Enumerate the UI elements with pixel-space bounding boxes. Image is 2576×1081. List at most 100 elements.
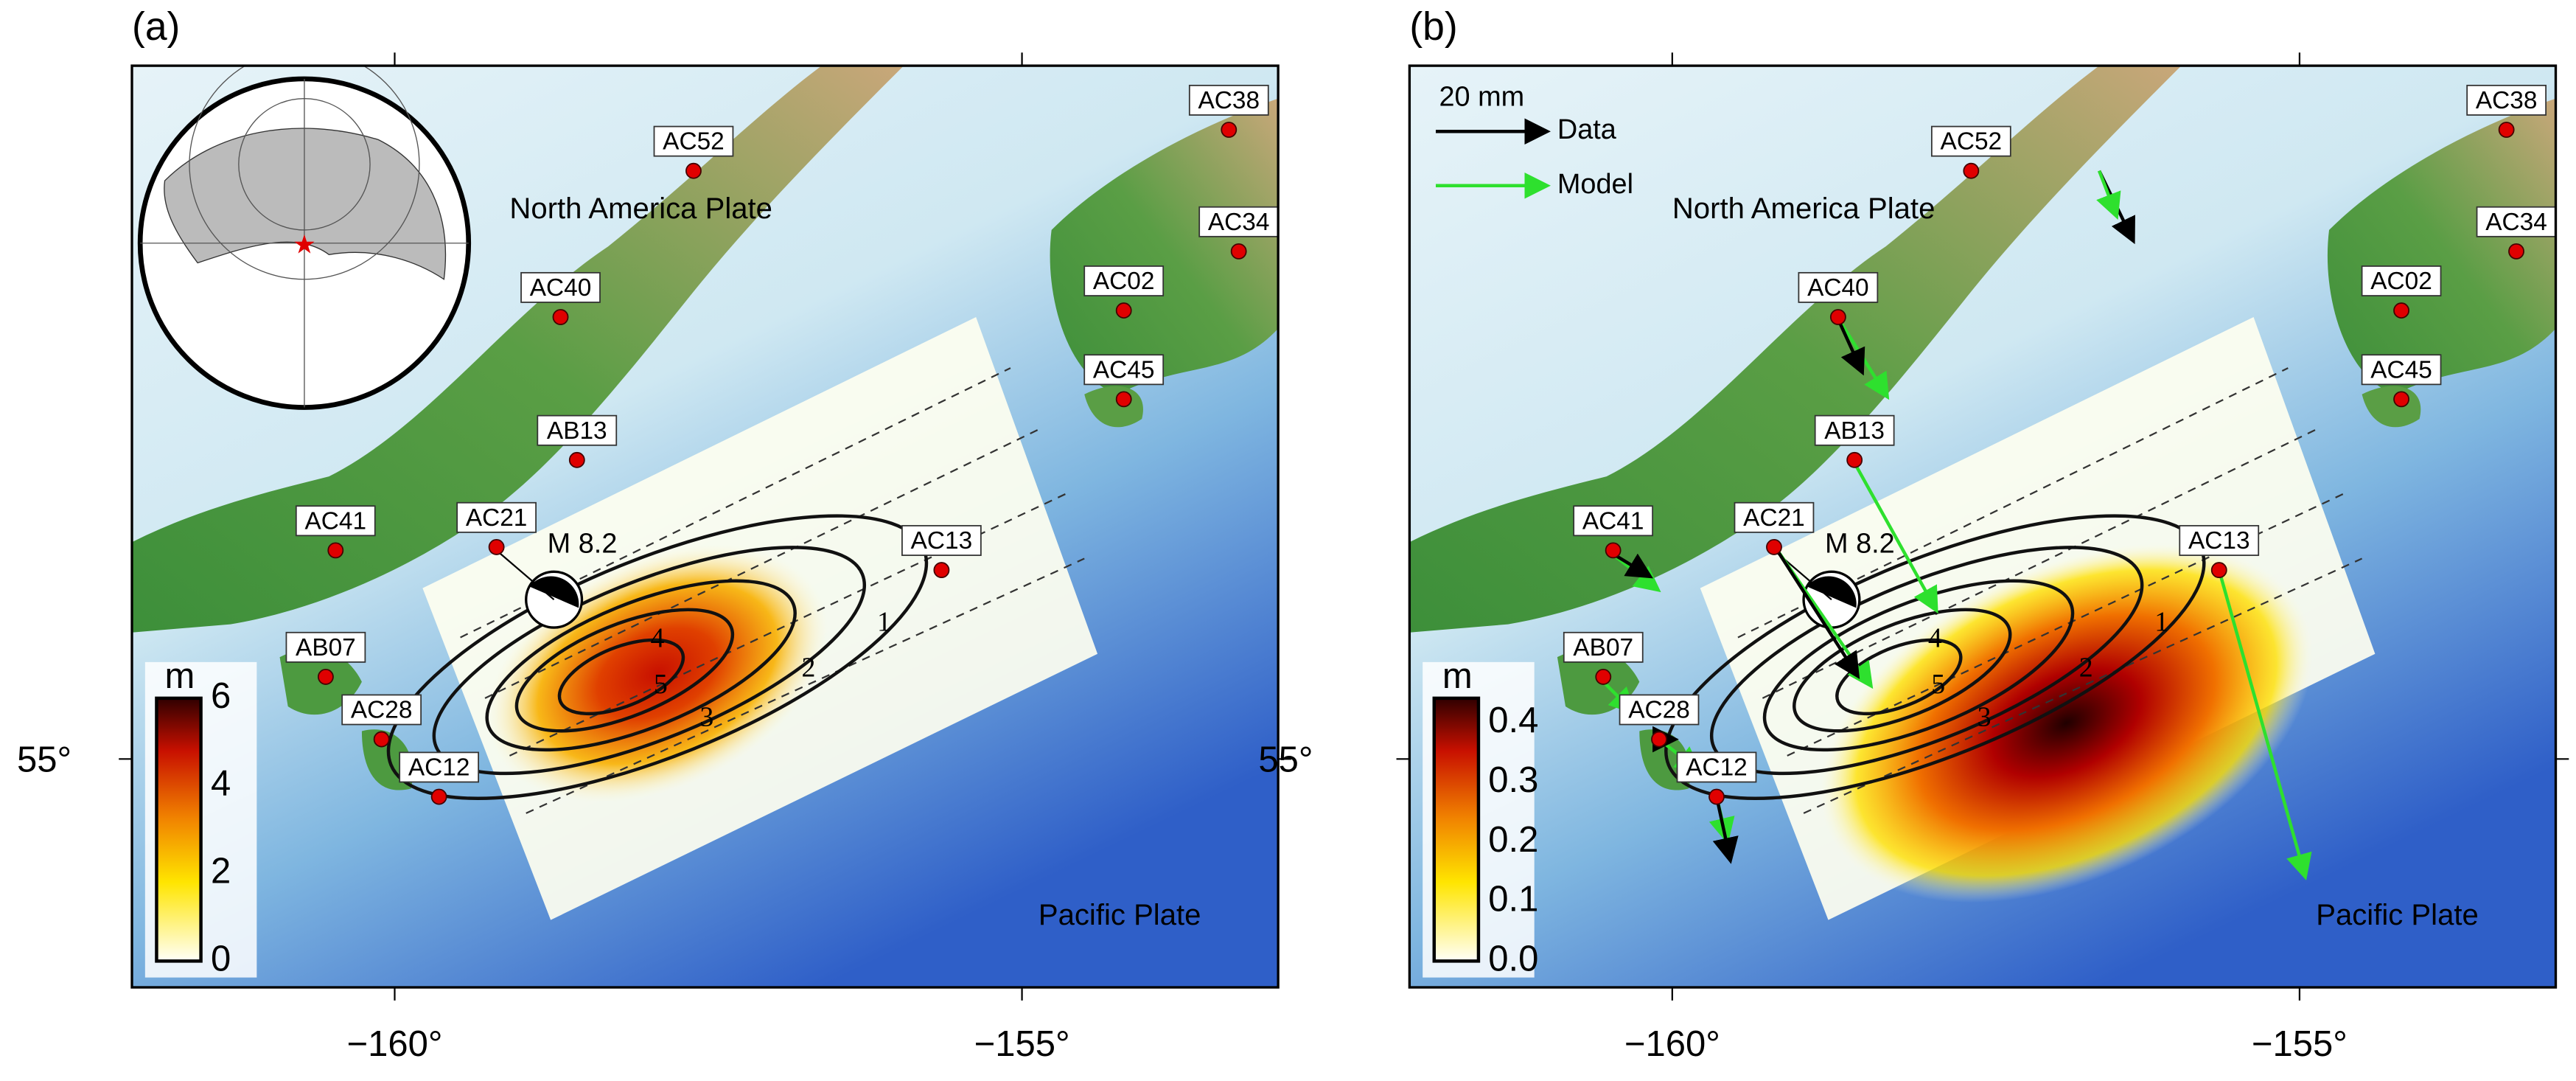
station: [1115, 391, 1132, 408]
station-label: AC21: [1743, 504, 1805, 532]
land: [1409, 66, 2182, 633]
map-panel: 1 2 3 4 5 M 8.2 North America Plate Pacific Pla…: [17, 5, 1291, 1064]
station: [1651, 731, 1667, 748]
contour-label: 5: [1931, 669, 1945, 700]
legend-data: Data: [1557, 114, 1617, 145]
station-label-box: [2179, 525, 2260, 556]
panel-label: (a): [132, 5, 180, 49]
station-label: AC40: [530, 274, 592, 302]
station-label-box: [1188, 84, 1269, 116]
colorbar: [155, 696, 203, 963]
station: [1766, 538, 1782, 555]
station: [1829, 309, 1846, 325]
contour-label: 3: [699, 702, 713, 733]
colorbar-tick-label: 0.4: [1488, 701, 1538, 740]
colorbar-tick-label: 2: [211, 851, 231, 891]
station: [568, 451, 585, 468]
station-label-box: [2476, 206, 2556, 237]
station: [1846, 451, 1863, 468]
station-label: AC38: [2476, 87, 2538, 114]
contour-label: 1: [2154, 606, 2168, 637]
station-label: AC52: [663, 128, 725, 156]
station-label-box: [341, 694, 422, 726]
displacement-arrow: [2096, 170, 2121, 220]
contour-label: 2: [2079, 653, 2093, 684]
island: [2327, 98, 2556, 394]
map-area: 1 2 3 4 5 M 8.2 North America Plate Pacific Pla…: [130, 64, 1280, 989]
x-tick-label: −155°: [974, 1024, 1070, 1064]
station-label: AC41: [304, 507, 366, 535]
fault-patch-line: [1737, 367, 2289, 639]
station-label-box: [1814, 414, 1895, 446]
station: [1230, 243, 1247, 260]
station-label: AC12: [1686, 754, 1748, 782]
station-label: AB07: [296, 634, 356, 661]
focal-mechanism-fill: [1807, 576, 1857, 608]
station: [2393, 302, 2409, 319]
station-label-box: [2466, 84, 2547, 116]
station-label: AC02: [1093, 268, 1155, 295]
station-label: AC02: [2370, 268, 2432, 295]
y-tick-label: 55°: [1258, 740, 1313, 780]
station: [2393, 391, 2409, 408]
slip-contour: [485, 579, 797, 752]
colorbar-tick-label: 0.3: [1488, 760, 1538, 800]
x-tick-label: −160°: [1624, 1024, 1720, 1064]
station: [1963, 162, 1980, 179]
y-tick-label: 55°: [17, 740, 71, 780]
colorbar-tick-label: 0.2: [1488, 820, 1538, 860]
station-label-box: [520, 271, 601, 303]
station: [2508, 243, 2524, 260]
station: [1595, 669, 1612, 685]
station-label-box: [399, 751, 480, 783]
station-label-box: [1573, 505, 1653, 537]
station-label-box: [1798, 271, 1879, 303]
map-content: 1 2 3 4 5 M 8.2 North America Plate Pacific Pla…: [1409, 66, 2556, 988]
map-content: 1 2 3 4 5 M 8.2 North America Plate Pacific Pla…: [132, 66, 1279, 988]
map-frame: [1408, 64, 2558, 989]
station: [1605, 542, 1622, 559]
slip-contour: [1762, 579, 2075, 752]
station-label: AC40: [1807, 274, 1869, 302]
station-label: AC21: [466, 504, 528, 532]
displacement-arrow: [1851, 459, 1938, 614]
map-frame: [130, 64, 1280, 989]
x-tick-label: −155°: [2252, 1024, 2348, 1064]
station-label-box: [295, 505, 376, 537]
station: [933, 562, 950, 579]
fault-patch-line: [460, 367, 1011, 639]
x-tick-label: −160°: [347, 1024, 443, 1064]
station-label: AC13: [911, 527, 973, 555]
colorbar-tick-label: 4: [211, 764, 231, 804]
plate-label: Pacific Plate: [1039, 899, 1201, 931]
station-label-box: [285, 631, 366, 663]
station-label-box: [2361, 354, 2442, 386]
station-label-box: [1930, 125, 2011, 157]
colorbar-tick-label: 0.1: [1488, 880, 1538, 920]
station-label: AB07: [1573, 634, 1633, 661]
focal-mechanism-fill: [529, 576, 579, 608]
colorbar-tick-label: 0.0: [1488, 939, 1538, 979]
station-label-box: [1083, 354, 1165, 386]
station-label: AC38: [1198, 87, 1260, 114]
station-label-box: [456, 501, 537, 533]
map-panel: 1 2 3 4 5 M 8.2 North America Plate Pacific Pla…: [1258, 5, 2569, 1064]
station-label: AC45: [2370, 356, 2432, 383]
colorbar: [1432, 696, 1481, 963]
station-label-box: [1734, 501, 1815, 533]
station-label-box: [1619, 694, 1700, 726]
event-label: M 8.2: [548, 529, 618, 560]
station-label-box: [653, 125, 734, 157]
station: [2498, 122, 2515, 138]
panel-label: (b): [1409, 5, 1457, 49]
station-label: AC41: [1582, 507, 1644, 535]
station: [327, 542, 344, 559]
slip-contour: [1709, 546, 2144, 776]
map-area: 1 2 3 4 5 M 8.2 North America Plate Pacific Pla…: [1408, 64, 2558, 989]
station-label: AC34: [2485, 209, 2547, 236]
plate-label: North America Plate: [1672, 192, 1936, 225]
displacement-arrow: [1712, 796, 1739, 864]
event-label: M 8.2: [1825, 529, 1895, 560]
station: [1115, 302, 1132, 319]
